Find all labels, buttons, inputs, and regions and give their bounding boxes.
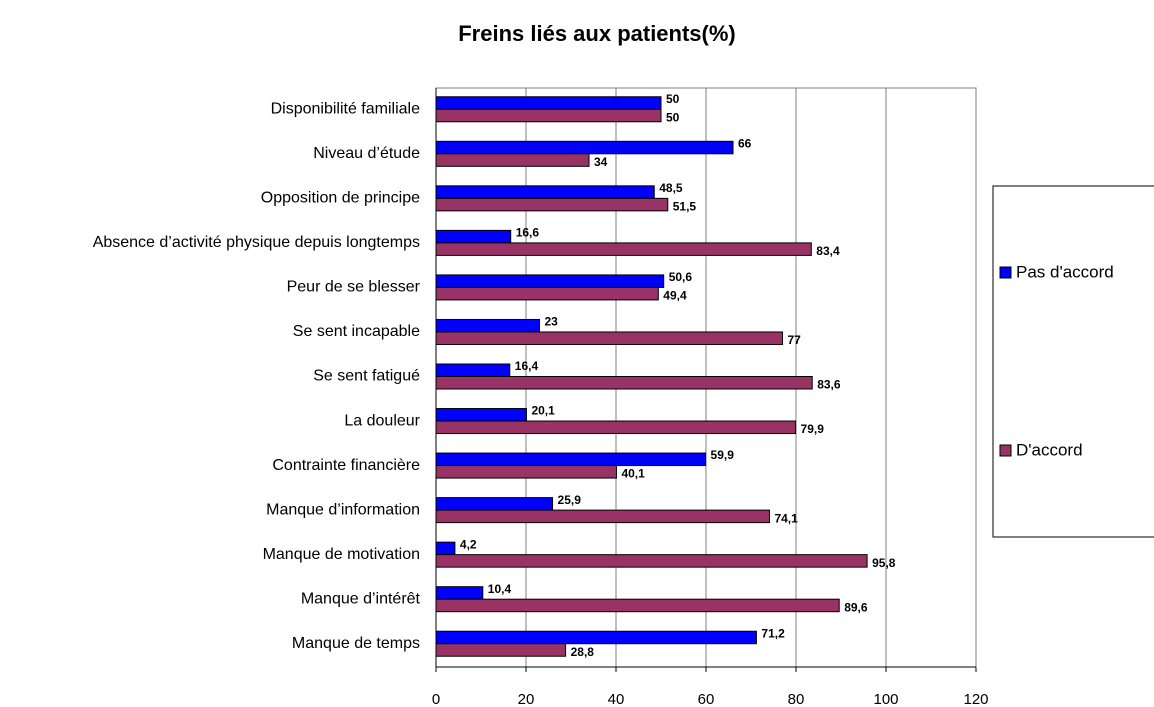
y-tick-label: Se sent fatigué xyxy=(313,368,420,385)
value-label: 74,1 xyxy=(774,511,798,525)
value-label: 48,5 xyxy=(659,181,683,195)
legend-box xyxy=(992,185,1154,538)
bar xyxy=(435,96,662,110)
chart-title: Freins liés aux patients(%) xyxy=(458,21,736,46)
value-label: 23 xyxy=(545,315,559,329)
value-label: 4,2 xyxy=(460,537,477,551)
legend-swatch xyxy=(999,444,1012,457)
value-label: 83,4 xyxy=(816,244,840,258)
x-tick-label: 120 xyxy=(963,691,988,707)
legend-label: Pas d'accord xyxy=(1016,262,1114,281)
y-tick-label: Manque d’information xyxy=(266,501,420,518)
value-label: 16,4 xyxy=(515,359,539,373)
bar xyxy=(435,185,655,199)
value-label: 50 xyxy=(666,92,680,106)
bar xyxy=(435,452,707,467)
bar xyxy=(435,465,617,479)
bar xyxy=(435,229,512,244)
value-label: 50,6 xyxy=(669,270,693,284)
x-tick-label: 100 xyxy=(873,691,898,707)
bar xyxy=(435,242,812,256)
bar xyxy=(435,376,813,390)
legend-label: D'accord xyxy=(1016,440,1083,459)
bar xyxy=(435,318,540,333)
y-tick-label: Niveau d’étude xyxy=(313,145,420,162)
bar xyxy=(435,586,484,600)
legend-swatch xyxy=(999,266,1012,279)
y-tick-label: Manque de temps xyxy=(292,635,420,652)
value-label: 40,1 xyxy=(621,467,645,481)
value-label: 89,6 xyxy=(844,600,868,614)
value-label: 71,2 xyxy=(761,626,785,640)
bar xyxy=(435,363,511,377)
bar xyxy=(435,598,840,613)
bar xyxy=(435,408,527,422)
bar xyxy=(435,108,662,123)
x-tick-label: 40 xyxy=(608,691,625,707)
x-tick-label: 20 xyxy=(518,691,535,707)
y-tick-label: Contrainte financière xyxy=(272,457,420,474)
bar xyxy=(435,420,797,435)
bar xyxy=(435,274,665,288)
value-label: 95,8 xyxy=(872,556,896,570)
y-tick-label: Absence d’activité physique depuis longt… xyxy=(93,234,420,251)
value-label: 66 xyxy=(738,136,752,150)
value-label: 10,4 xyxy=(488,582,512,596)
bar xyxy=(435,153,590,167)
value-label: 50 xyxy=(666,110,680,124)
bar xyxy=(435,286,659,301)
bar xyxy=(435,643,567,657)
bar xyxy=(435,630,757,645)
value-label: 25,9 xyxy=(558,493,582,507)
y-tick-label: Peur de se blesser xyxy=(287,279,421,296)
y-tick-label: Opposition de principe xyxy=(261,190,420,207)
bar xyxy=(435,497,554,511)
value-label: 20,1 xyxy=(531,404,555,418)
value-label: 77 xyxy=(788,333,802,347)
value-label: 16,6 xyxy=(516,226,540,240)
bar xyxy=(435,331,783,345)
bar xyxy=(435,541,456,556)
bar xyxy=(435,554,868,568)
value-label: 59,9 xyxy=(711,448,735,462)
y-tick-label: Manque de motivation xyxy=(263,546,420,563)
x-tick-label: 0 xyxy=(432,691,440,707)
bar xyxy=(435,140,734,155)
value-label: 83,6 xyxy=(817,378,841,392)
y-tick-label: Disponibilité familiale xyxy=(271,100,421,117)
y-tick-label: La douleur xyxy=(344,412,420,429)
value-label: 28,8 xyxy=(571,645,595,659)
value-label: 49,4 xyxy=(663,289,687,303)
bar xyxy=(435,197,669,212)
bar xyxy=(435,509,770,524)
value-label: 51,5 xyxy=(673,200,697,214)
y-tick-label: Manque d’intérêt xyxy=(301,590,421,607)
value-label: 79,9 xyxy=(801,422,825,436)
x-tick-label: 80 xyxy=(788,691,805,707)
value-label: 34 xyxy=(594,155,608,169)
x-tick-label: 60 xyxy=(698,691,715,707)
y-tick-label: Se sent incapable xyxy=(293,323,420,340)
